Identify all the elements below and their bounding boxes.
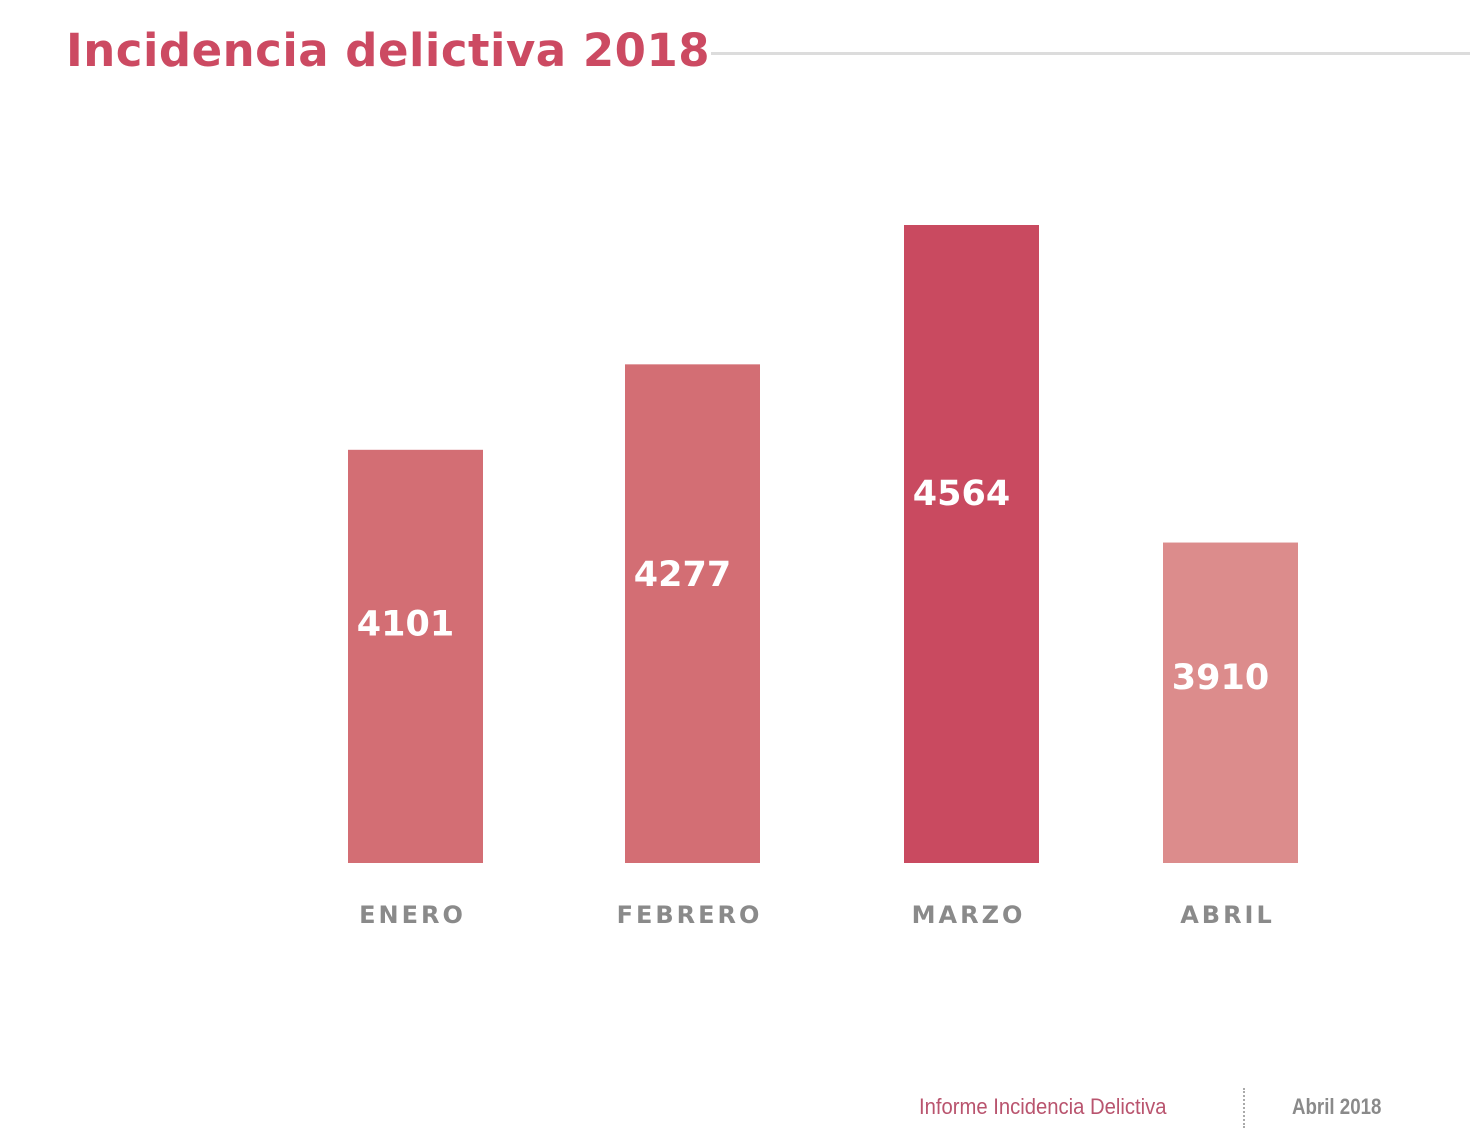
bar-febrero bbox=[625, 364, 760, 863]
chart-title: Incidencia delictiva 2018 bbox=[66, 24, 711, 77]
footer-divider bbox=[1243, 1088, 1245, 1128]
footer-report-name: Informe Incidencia Delictiva bbox=[919, 1094, 1167, 1119]
bar-enero bbox=[348, 449, 483, 863]
bar-marzo bbox=[904, 225, 1039, 863]
footer-date: Abril 2018 bbox=[1292, 1094, 1382, 1119]
x-tick-label-abril: ABRIL bbox=[1180, 901, 1275, 929]
x-tick-label-febrero: FEBRERO bbox=[617, 901, 763, 929]
x-tick-label-marzo: MARZO bbox=[912, 901, 1026, 929]
data-label-marzo: 4564 bbox=[913, 474, 1010, 514]
x-tick-label-enero: ENERO bbox=[359, 901, 466, 929]
data-label-abril: 3910 bbox=[1172, 658, 1269, 698]
data-label-enero: 4101 bbox=[357, 604, 454, 644]
bar-abril bbox=[1163, 542, 1298, 863]
data-label-febrero: 4277 bbox=[634, 555, 731, 595]
title-rule-divider bbox=[711, 52, 1470, 55]
